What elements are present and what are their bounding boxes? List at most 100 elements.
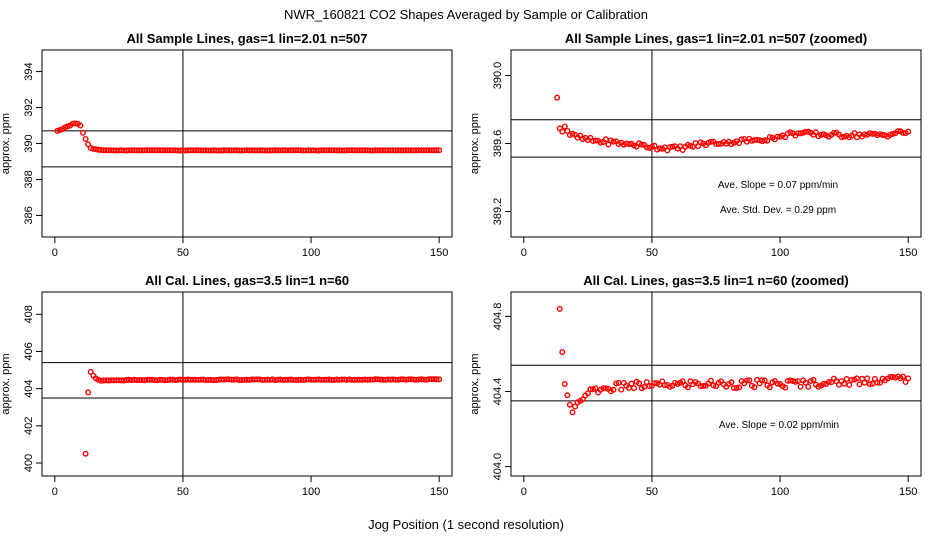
y-tick-label: 408 [23,305,35,323]
x-tick-label: 0 [52,486,58,498]
data-point [613,380,620,387]
data-point [72,120,79,127]
data-point [710,382,717,389]
panel-title: All Cal. Lines, gas=3.5 lin=1 n=60 (zoom… [583,273,849,288]
panel-annotation: Ave. Slope = 0.02 ppm/min [719,420,839,431]
data-point [559,128,566,135]
x-tick-label: 100 [771,486,789,498]
y-tick-label: 390.0 [492,62,504,90]
y-tick-label: 389.2 [492,198,504,226]
series-points [554,94,912,154]
data-point [618,386,625,393]
data-point [787,377,794,384]
data-point [738,136,745,143]
data-point [889,130,896,137]
data-point [877,379,884,386]
y-tick-label: 402 [23,417,35,435]
data-point [728,379,735,386]
x-tick-label: 150 [430,247,448,259]
y-tick-label: 392 [23,98,35,116]
data-point [761,137,768,144]
data-point [905,375,912,382]
data-point [561,381,568,388]
data-point [782,384,789,391]
data-point [869,130,876,137]
figure-main-title: NWR_160821 CO2 Shapes Averaged by Sample… [284,7,648,22]
chart-panel-2: All Sample Lines, gas=1 lin=2.01 n=507 (… [469,31,922,259]
data-point [733,385,740,392]
data-point [592,385,599,392]
data-point [77,122,84,129]
x-tick-label: 100 [302,486,320,498]
data-point [610,138,617,145]
panel-annotation: Ave. Std. Dev. = 0.29 ppm [720,205,836,216]
x-tick-label: 150 [430,486,448,498]
data-point [569,409,576,416]
data-point [766,384,773,391]
data-point [656,145,663,152]
y-tick-label: 404 [23,379,35,397]
data-point [759,377,766,384]
data-point [679,378,686,385]
data-point [592,137,599,144]
data-point [774,380,781,387]
chart-panel-4: All Cal. Lines, gas=3.5 lin=1 n=60 (zoom… [469,273,922,498]
data-point [861,379,868,386]
data-point [869,380,876,387]
data-point [651,380,658,387]
y-tick-label: 386 [23,206,35,224]
data-point [746,377,753,384]
plot-frame [510,291,922,477]
data-point [602,385,609,392]
data-point [856,381,863,388]
data-point [766,133,773,140]
panel-title: All Cal. Lines, gas=3.5 lin=1 n=60 [145,273,349,288]
series-points [82,368,443,457]
data-point [838,133,845,140]
data-point [572,403,579,410]
y-tick-label: 394 [23,62,35,80]
data-point [736,384,743,391]
data-point [82,450,89,457]
data-point [638,141,645,148]
data-point [684,384,691,391]
plot-frame [41,291,453,477]
data-point [851,129,858,136]
data-point [707,138,714,145]
data-point [846,382,853,389]
y-tick-label: 400 [23,454,35,472]
data-point [841,380,848,387]
data-point [866,381,873,388]
y-axis-label: approx. ppm [469,113,481,174]
data-point [79,129,86,136]
x-tick-label: 150 [899,486,917,498]
panel-title: All Sample Lines, gas=1 lin=2.01 n=507 [127,31,368,46]
data-point [564,127,571,134]
data-point [561,123,568,130]
y-axis-label: approx. ppm [0,113,12,174]
data-point [643,379,650,386]
data-point [905,128,912,135]
series-points [54,120,443,154]
data-point [628,380,635,387]
data-point [669,143,676,150]
y-tick-label: 388 [23,170,35,188]
x-tick-label: 0 [521,247,527,259]
data-point [754,136,761,143]
data-point [636,380,643,387]
data-point [843,376,850,383]
data-point [792,378,799,385]
data-point [610,386,617,393]
x-tick-label: 50 [646,486,658,498]
data-point [433,376,440,383]
data-point [900,129,907,136]
data-point [797,383,804,390]
data-point [761,377,768,384]
data-point [646,383,653,390]
y-tick-label: 404.8 [492,303,504,331]
data-point [820,380,827,387]
data-point [433,147,440,154]
shared-x-axis-label: Jog Position (1 second resolution) [368,517,564,532]
data-point [900,373,907,380]
